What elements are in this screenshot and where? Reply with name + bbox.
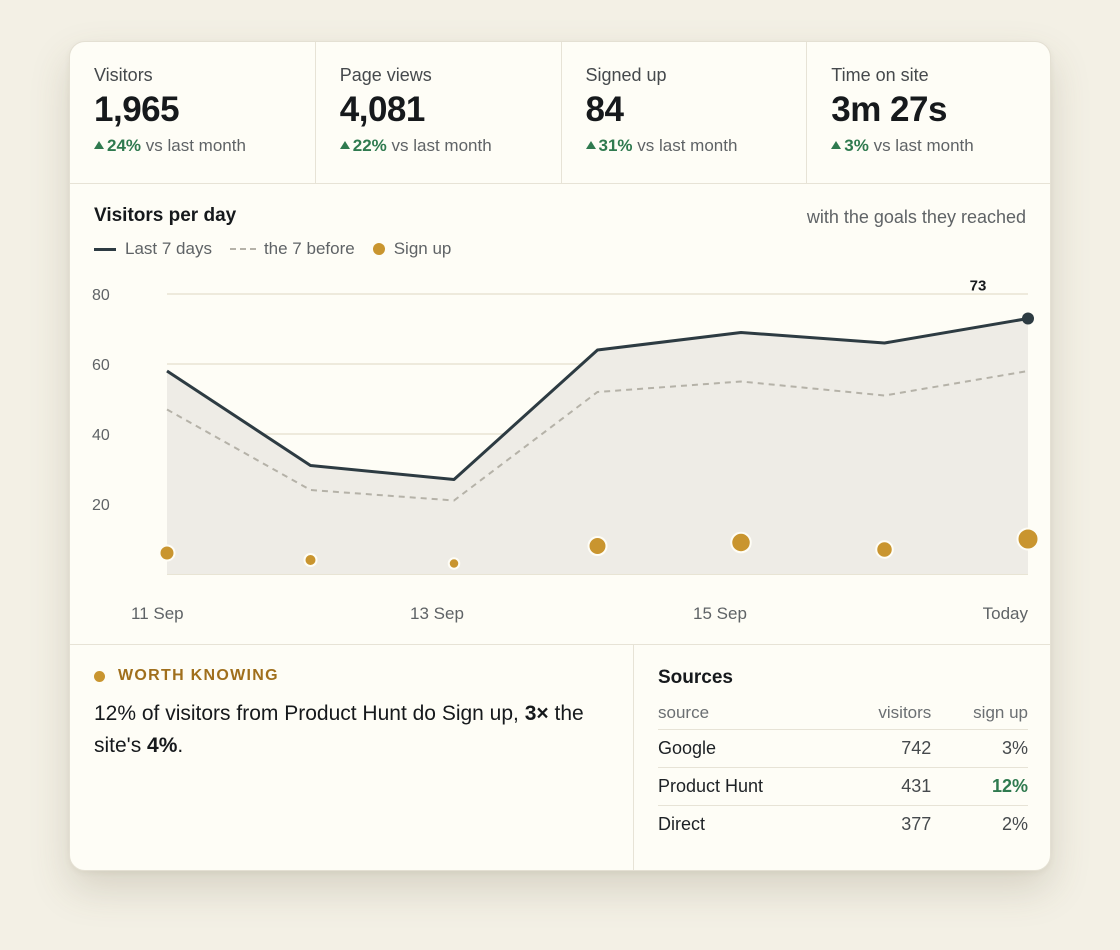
chart-title: Visitors per day [94,205,237,226]
kpi-change-suffix: vs last month [391,136,492,155]
cell-source: Direct [658,814,706,834]
kpi-change: 24% vs last month [94,135,315,157]
cell-signup: 12% [931,767,1028,806]
kpi-strip: Visitors 1,965 24% vs last month Page vi… [70,42,1050,184]
chart-subtitle: with the goals they reached [806,207,1026,227]
table-row[interactable]: Direct 377 2% [658,806,1028,844]
visitors-chart[interactable]: 20 40 60 80 73 11 Sep 13 Sep 15 Sep Today [70,42,1051,642]
solid-line-swatch-icon [94,247,116,251]
insight-text-part: . [177,734,184,757]
trend-up-icon [831,141,842,149]
series-line-previous [166,370,1029,502]
column-header-source[interactable]: source [658,699,838,730]
legend-label: the 7 before [263,239,355,258]
kpi-label: Visitors [94,65,153,85]
signup-point [447,557,461,570]
bullet-dot-icon [94,670,105,682]
kpi-label: Time on site [831,65,929,85]
x-tick-label: 13 Sep [410,604,464,623]
x-tick-label: Today [983,604,1029,623]
kpi-value: 4,081 [339,90,426,129]
insight-kicker-label: WORTH KNOWING [118,667,279,684]
table-row[interactable]: Product Hunt 431 12% [658,767,1028,806]
signup-point [158,544,176,562]
sources-title: Sources [658,667,733,688]
trend-up-icon [339,141,350,149]
column-header-visitors[interactable]: visitors [838,699,932,730]
signup-point [303,553,318,567]
kpi-visitors[interactable]: Visitors 1,965 24% vs last month [70,42,316,183]
kpi-value: 1,965 [94,90,180,129]
kpi-change-suffix: vs last month [145,136,246,155]
kpi-change-percent: 31% [598,136,633,155]
insight-text-part: the site's [94,702,584,757]
kpi-page-views[interactable]: Page views 4,081 22% vs last month [316,42,562,183]
bottom-section: WORTH KNOWING 12% of visitors from Produ… [70,644,1050,870]
insight-text: 12% of visitors from Product Hunt do Sig… [94,698,609,762]
legend-label: Sign up [393,239,452,258]
sources-table: source visitors sign up Google 742 3% Pr… [658,699,1028,843]
insight-kicker: WORTH KNOWING [94,667,609,685]
dot-swatch-icon [372,243,385,255]
signup-point [1016,527,1040,551]
cell-source: Product Hunt [658,767,838,806]
kpi-change-percent: 3% [844,136,869,155]
signup-point [587,536,608,556]
x-tick-label: 11 Sep [131,604,184,623]
series-line-current [166,317,1029,481]
kpi-time-on-site[interactable]: Time on site 3m 27s 3% vs last month [807,42,1050,183]
current-area-fill [167,318,1028,574]
kpi-change-suffix: vs last month [637,136,738,155]
kpi-change-percent: 24% [107,136,142,155]
kpi-label: Signed up [585,65,667,85]
kpi-signed-up[interactable]: Signed up 84 31% vs last month [562,42,808,183]
analytics-card: Visitors 1,965 24% vs last month Page vi… [69,41,1051,871]
cell-visitors: 377 [901,814,932,834]
cell-signup: 2% [1001,814,1028,834]
table-row[interactable]: Google 742 3% [658,729,1028,768]
y-tick-label: 60 [92,357,110,374]
signup-point [875,540,894,559]
dashed-line-swatch-icon [229,248,256,250]
insight-panel: WORTH KNOWING 12% of visitors from Produ… [70,645,634,870]
legend-item-current[interactable]: Last 7 days [94,239,212,259]
legend-item-goal[interactable]: Sign up [372,239,452,259]
insight-text-bold: 4% [147,734,178,757]
insight-text-bold: 3× [524,702,549,725]
peak-value-label: 73 [970,278,987,295]
kpi-change: 22% vs last month [339,135,561,157]
legend-item-previous[interactable]: the 7 before [229,239,355,259]
sources-panel: Sources source visitors sign up Google 7… [634,645,1050,870]
trend-up-icon [585,141,596,149]
kpi-change-suffix: vs last month [873,136,974,155]
insight-text-part: 12% of visitors from Product Hunt do Sig… [94,702,525,725]
y-tick-label: 20 [92,497,110,514]
signup-point [730,531,752,554]
x-tick-label: 15 Sep [693,604,747,623]
y-tick-label: 80 [92,287,110,304]
kpi-label: Page views [339,65,432,85]
kpi-change: 31% vs last month [585,135,807,157]
series-point-current-latest [1022,312,1034,325]
cell-visitors: 742 [838,729,932,768]
chart-legend: Last 7 days the 7 before Sign up [94,239,469,259]
column-header-signup[interactable]: sign up [931,699,1028,730]
cell-source: Google [658,729,838,768]
kpi-value: 3m 27s [831,90,947,129]
cell-visitors: 431 [838,767,932,806]
kpi-value: 84 [585,90,624,129]
legend-label: Last 7 days [125,239,212,258]
table-header-row: source visitors sign up [658,699,1028,730]
y-tick-label: 40 [92,427,110,444]
kpi-change: 3% vs last month [831,135,1050,157]
cell-signup: 3% [931,729,1028,768]
kpi-change-percent: 22% [352,136,387,155]
trend-up-icon [94,141,104,149]
